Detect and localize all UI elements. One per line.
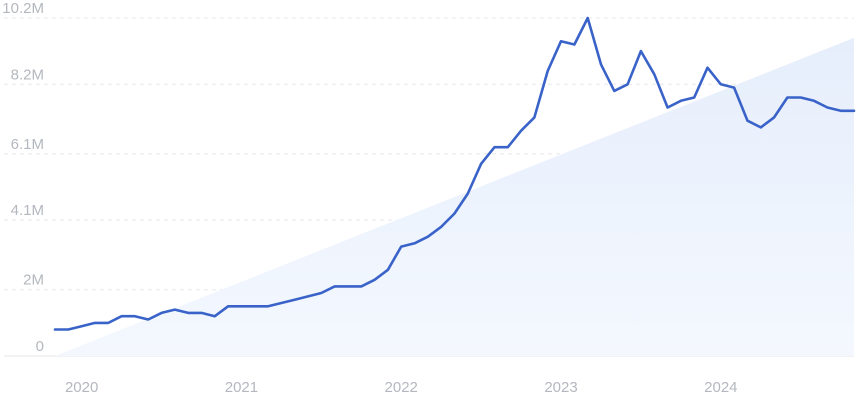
data-point	[480, 163, 482, 165]
data-point	[733, 86, 735, 88]
data-point	[573, 43, 575, 45]
data-point	[373, 279, 375, 281]
data-point	[240, 305, 242, 307]
data-point	[347, 285, 349, 287]
x-tick-label: 2022	[385, 379, 418, 396]
data-point	[294, 298, 296, 300]
data-point	[200, 312, 202, 314]
data-point	[427, 236, 429, 238]
x-tick-label: 2021	[225, 379, 258, 396]
data-point	[400, 245, 402, 247]
data-point	[640, 50, 642, 52]
data-point	[613, 90, 615, 92]
data-point	[533, 116, 535, 118]
data-point	[720, 83, 722, 85]
data-point	[853, 110, 855, 112]
y-axis-labels: 0 2M 4.1M 6.1M 8.2M 10.2M	[2, 0, 44, 355]
y-tick-label: 4.1M	[11, 202, 44, 219]
data-point	[160, 312, 162, 314]
data-point	[320, 292, 322, 294]
x-axis-labels: 2020 2021 2022 2023 2024	[65, 379, 738, 396]
data-point	[773, 116, 775, 118]
data-point	[54, 328, 56, 330]
data-point	[626, 83, 628, 85]
data-point	[360, 285, 362, 287]
data-point	[680, 100, 682, 102]
data-point	[254, 305, 256, 307]
data-point	[586, 17, 588, 19]
data-point	[453, 212, 455, 214]
data-point	[214, 315, 216, 317]
data-point	[693, 96, 695, 98]
data-point	[107, 322, 109, 324]
data-point	[413, 242, 415, 244]
data-point	[560, 40, 562, 42]
data-point	[760, 126, 762, 128]
x-tick-label: 2024	[704, 379, 737, 396]
x-tick-label: 2020	[65, 379, 98, 396]
y-tick-label: 6.1M	[11, 136, 44, 153]
y-tick-label: 10.2M	[2, 0, 44, 17]
x-tick-label: 2023	[544, 379, 577, 396]
data-point	[67, 328, 69, 330]
y-tick-label: 2M	[23, 272, 44, 289]
data-point	[267, 305, 269, 307]
data-point	[307, 295, 309, 297]
data-point	[227, 305, 229, 307]
data-point	[826, 106, 828, 108]
data-point	[600, 63, 602, 65]
data-point	[387, 269, 389, 271]
y-tick-label: 0	[36, 338, 44, 355]
data-point	[94, 322, 96, 324]
data-point	[547, 70, 549, 72]
data-point	[653, 73, 655, 75]
data-point	[666, 106, 668, 108]
data-point	[280, 302, 282, 304]
data-point	[174, 308, 176, 310]
trend-area	[55, 37, 854, 356]
data-point	[813, 100, 815, 102]
series-line	[53, 16, 856, 331]
data-point	[80, 325, 82, 327]
data-point	[786, 96, 788, 98]
data-point	[746, 120, 748, 122]
data-point	[120, 315, 122, 317]
data-point	[839, 110, 841, 112]
data-point	[706, 67, 708, 69]
data-point	[134, 315, 136, 317]
data-point	[507, 146, 509, 148]
y-tick-label: 8.2M	[11, 66, 44, 83]
data-point	[493, 146, 495, 148]
data-point	[187, 312, 189, 314]
data-point	[520, 129, 522, 131]
data-point	[800, 96, 802, 98]
data-point	[147, 318, 149, 320]
data-point	[333, 285, 335, 287]
data-point	[467, 192, 469, 194]
data-point	[440, 226, 442, 228]
